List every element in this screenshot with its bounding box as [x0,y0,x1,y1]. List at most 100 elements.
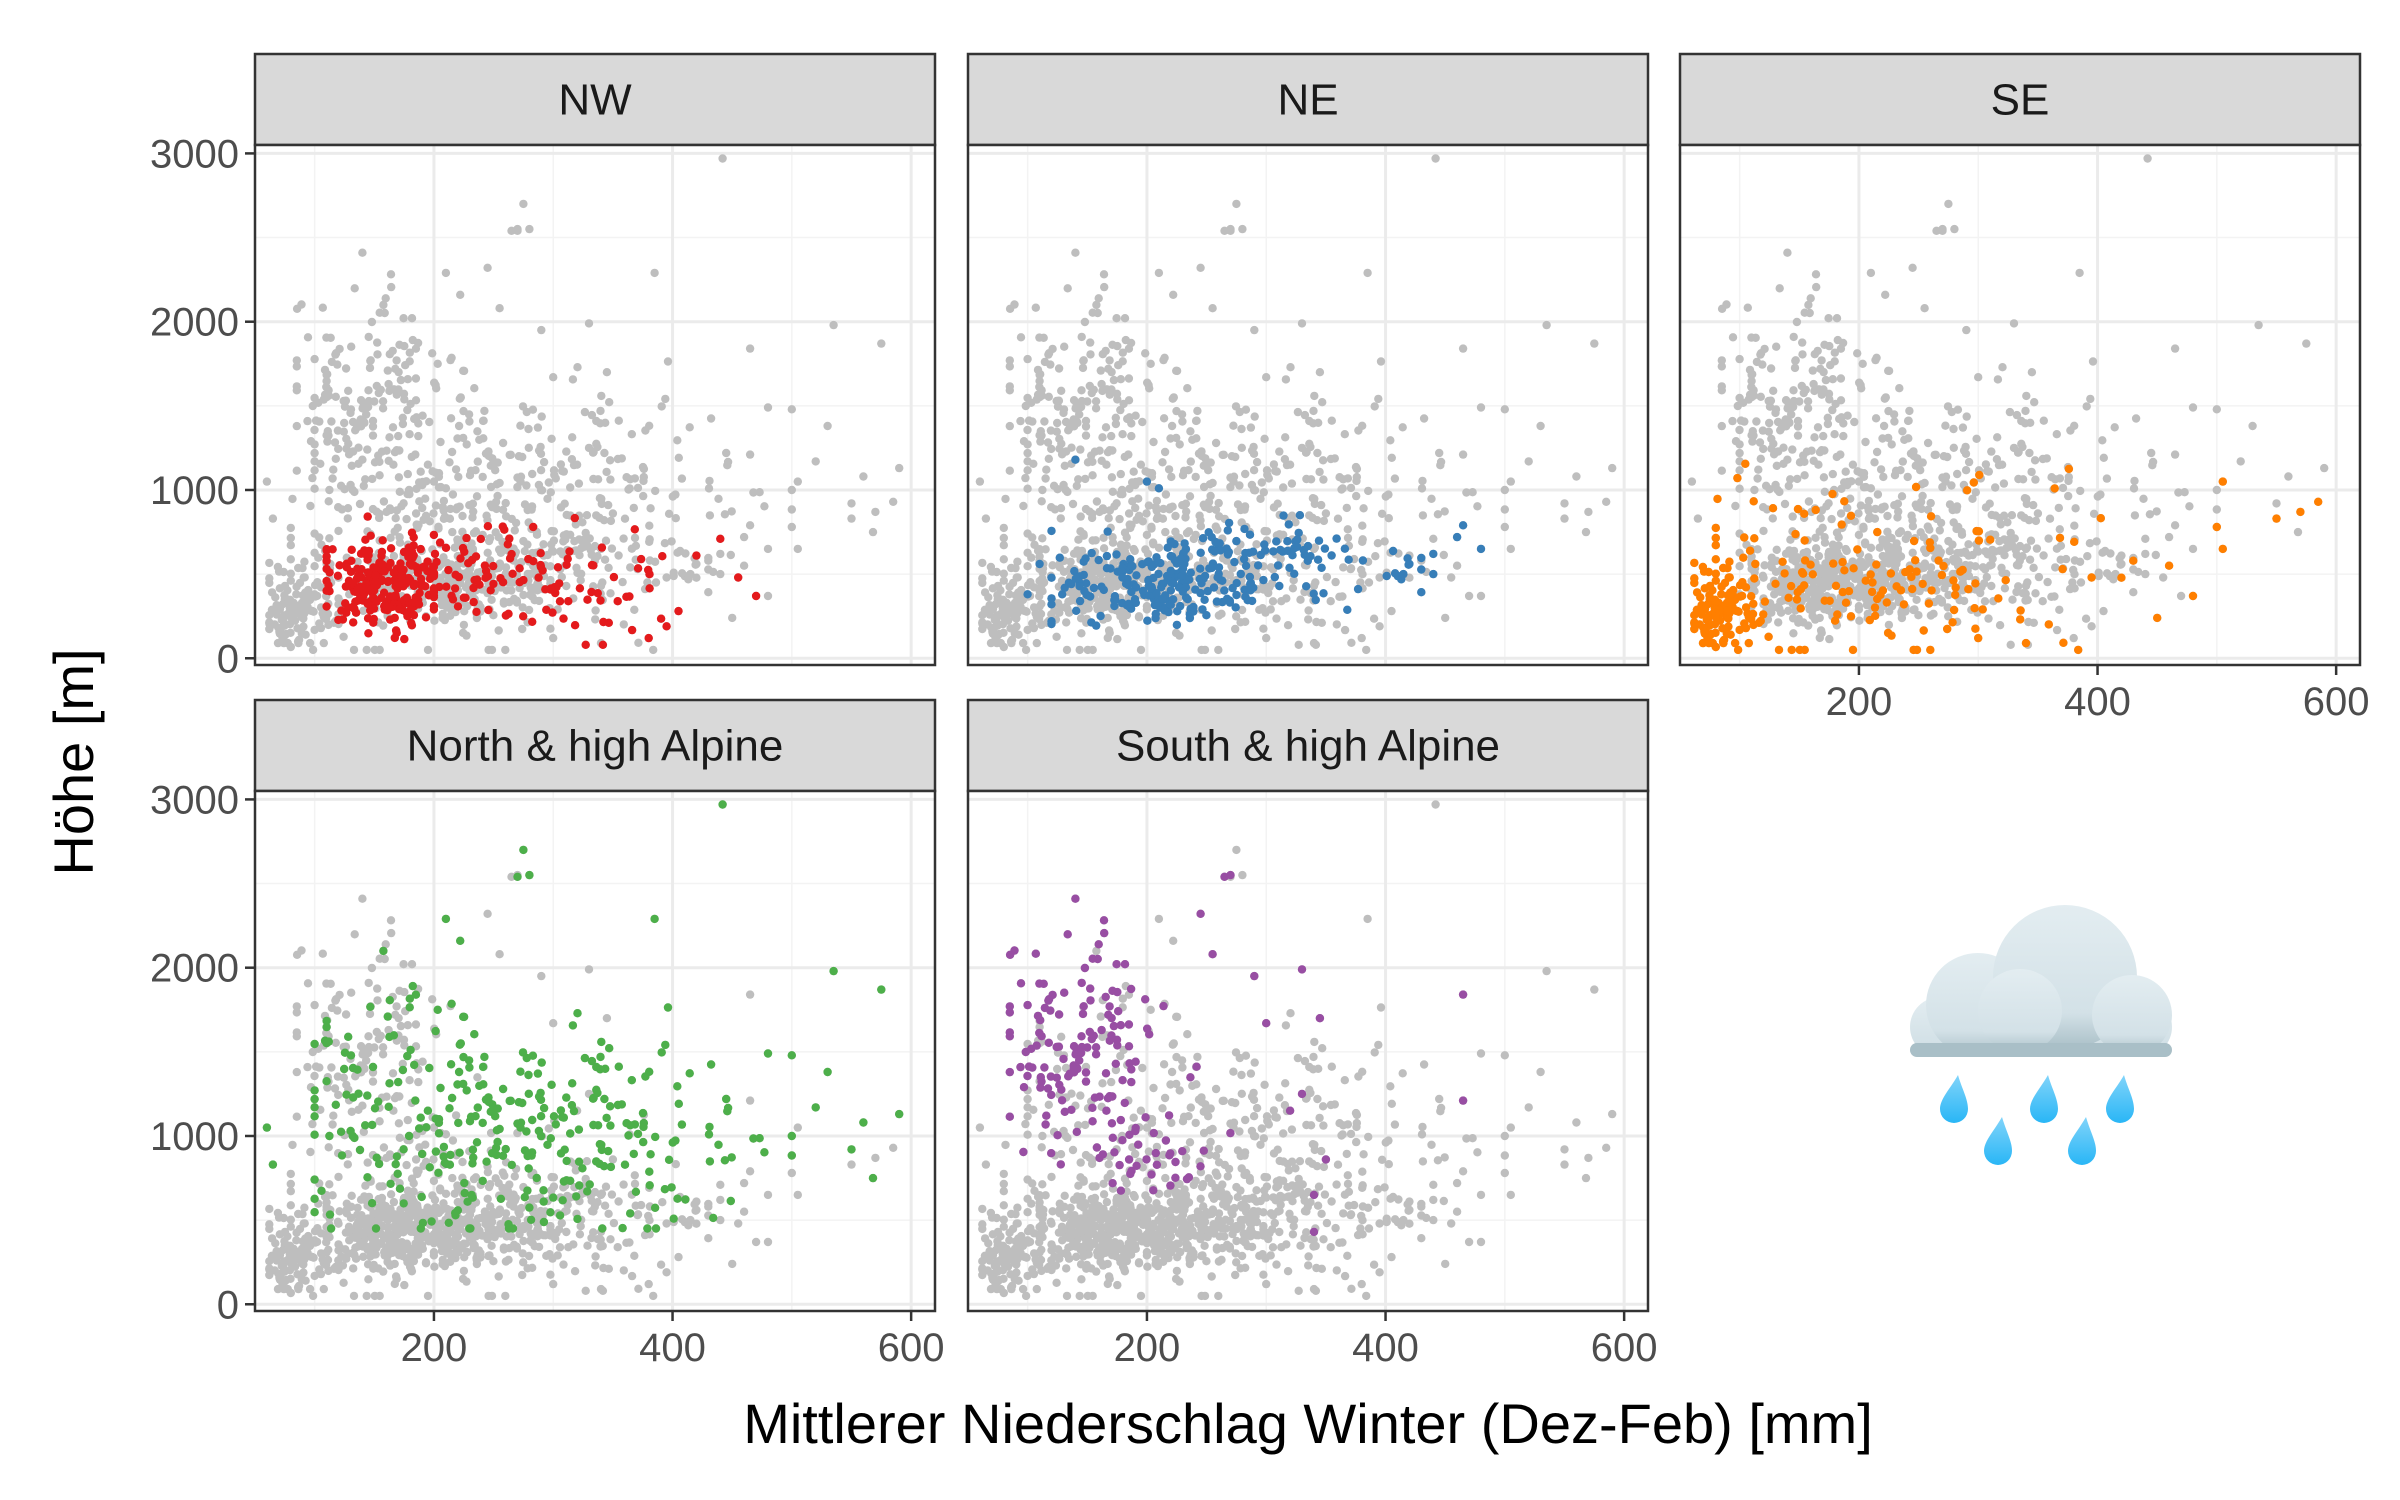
data-point [421,613,431,622]
data-point-background [1908,516,1917,525]
data-point-background [385,386,394,396]
data-point-background [537,325,546,335]
data-point-background [1256,494,1265,503]
data-point-background [1211,438,1221,448]
data-point-background [2148,461,2157,470]
data-point-background [1040,417,1049,426]
data-point [1185,609,1195,619]
data-point-background [1076,445,1085,454]
data-point-background [1038,485,1047,495]
data-point-background [2044,534,2053,543]
data-point [481,573,490,582]
data-point-background [671,514,680,523]
data-point-background [519,199,528,209]
data-point [662,622,671,631]
data-point-background [493,458,502,467]
data-point-background [1099,270,1109,279]
data-point-background [458,628,468,638]
data-point-background [1023,354,1032,364]
data-point-background [1971,562,1980,571]
data-point-background [600,448,609,458]
data-point [1189,602,1198,612]
data-point-background [372,507,381,516]
data-point-background [1018,638,1028,648]
data-point-background [1788,445,1797,454]
data-point-background [763,591,773,601]
data-point-background [2034,572,2044,582]
data-point [529,522,538,532]
data-point-background [374,388,383,398]
data-point-background [1178,501,1187,510]
data-point-background [1776,597,1785,606]
data-point [536,549,545,558]
data-point-background [1828,540,1838,549]
data-point [469,597,478,607]
data-point-background [2212,485,2221,495]
data-point-background [1759,526,1768,536]
data-point-background [1074,475,1083,484]
data-point-background [1252,571,1262,581]
data-point-background [501,645,510,655]
data-point-background [387,282,396,292]
data-point-background [787,485,796,495]
data-point [636,554,646,564]
data-point-background [1756,392,1766,401]
data-point-background [397,502,406,511]
data-point [1035,559,1044,569]
data-point-background [1452,561,1462,570]
data-point-background [1398,423,1407,432]
data-point-background [1767,553,1777,562]
data-point-background [1926,611,1936,620]
data-point-background [1309,638,1319,648]
data-point-background [1923,522,1933,531]
data-point-background [1120,314,1130,323]
data-point-background [320,365,330,375]
data-point [1102,551,1112,561]
data-point [1224,518,1234,528]
data-point-background [385,504,395,513]
data-point [508,569,517,578]
data-point-background [829,320,838,330]
data-point-background [1854,509,1863,518]
data-point-background [549,466,559,475]
data-point-background [2143,154,2152,163]
data-point-background [388,423,398,432]
data-point-background [649,645,658,655]
data-point [322,546,331,555]
data-point-background [1237,443,1247,452]
data-point [1143,616,1152,625]
data-point-background [2005,407,2015,417]
data-point-background [745,344,755,353]
data-point [396,559,405,568]
data-point-background [1856,501,1866,510]
data-point [570,513,579,523]
data-point-background [1092,300,1101,310]
data-point [1099,585,1109,595]
data-point-background [1101,592,1111,601]
data-point-background [1870,458,1879,467]
data-point-background [1374,394,1383,404]
data-point-background [645,535,654,544]
data-point-background [1340,625,1350,635]
data-point-background [1820,487,1830,496]
data-point-background [1896,466,1905,475]
data-point-background [1427,494,1436,503]
data-point [1241,561,1251,570]
data-point-background [329,465,338,474]
data-point-background [1258,604,1267,613]
data-point-background [1081,474,1090,484]
data-point [1343,605,1352,614]
data-point-background [645,521,654,530]
data-point-background [526,569,536,578]
data-point-background [1995,621,2005,630]
data-point-background [277,615,286,625]
data-point-background [1088,645,1097,655]
data-point-background [1418,476,1427,486]
data-point-background [331,392,340,401]
data-point [342,608,351,617]
data-point-background [978,558,987,568]
data-point-background [2000,584,2010,593]
data-point-background [385,433,394,442]
data-point-background [1476,591,1486,601]
data-point-background [1260,526,1269,536]
